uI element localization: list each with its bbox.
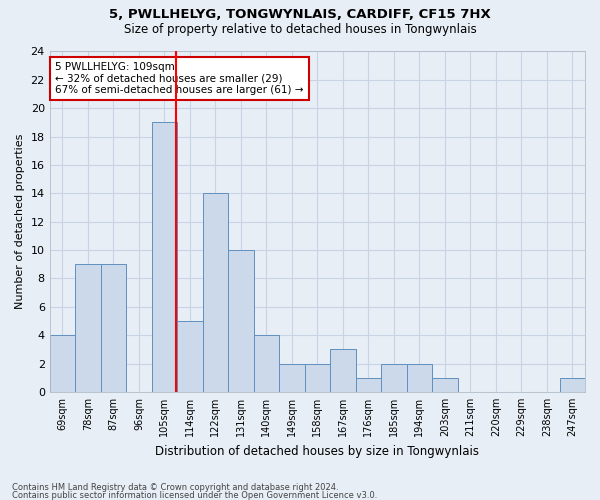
Bar	[152, 122, 177, 392]
Bar	[75, 264, 101, 392]
Bar	[101, 264, 126, 392]
Text: Contains HM Land Registry data © Crown copyright and database right 2024.: Contains HM Land Registry data © Crown c…	[12, 484, 338, 492]
Bar	[381, 364, 407, 392]
Bar	[305, 364, 330, 392]
X-axis label: Distribution of detached houses by size in Tongwynlais: Distribution of detached houses by size …	[155, 444, 479, 458]
Text: Size of property relative to detached houses in Tongwynlais: Size of property relative to detached ho…	[124, 22, 476, 36]
Bar	[407, 364, 432, 392]
Bar	[279, 364, 305, 392]
Bar	[330, 350, 356, 392]
Bar	[254, 335, 279, 392]
Text: 5, PWLLHELYG, TONGWYNLAIS, CARDIFF, CF15 7HX: 5, PWLLHELYG, TONGWYNLAIS, CARDIFF, CF15…	[109, 8, 491, 20]
Bar	[560, 378, 585, 392]
Text: Contains public sector information licensed under the Open Government Licence v3: Contains public sector information licen…	[12, 491, 377, 500]
Bar	[50, 335, 75, 392]
Bar	[203, 194, 228, 392]
Y-axis label: Number of detached properties: Number of detached properties	[15, 134, 25, 310]
Bar	[432, 378, 458, 392]
Bar	[356, 378, 381, 392]
Text: 5 PWLLHELYG: 109sqm
← 32% of detached houses are smaller (29)
67% of semi-detach: 5 PWLLHELYG: 109sqm ← 32% of detached ho…	[55, 62, 304, 95]
Bar	[177, 321, 203, 392]
Bar	[228, 250, 254, 392]
